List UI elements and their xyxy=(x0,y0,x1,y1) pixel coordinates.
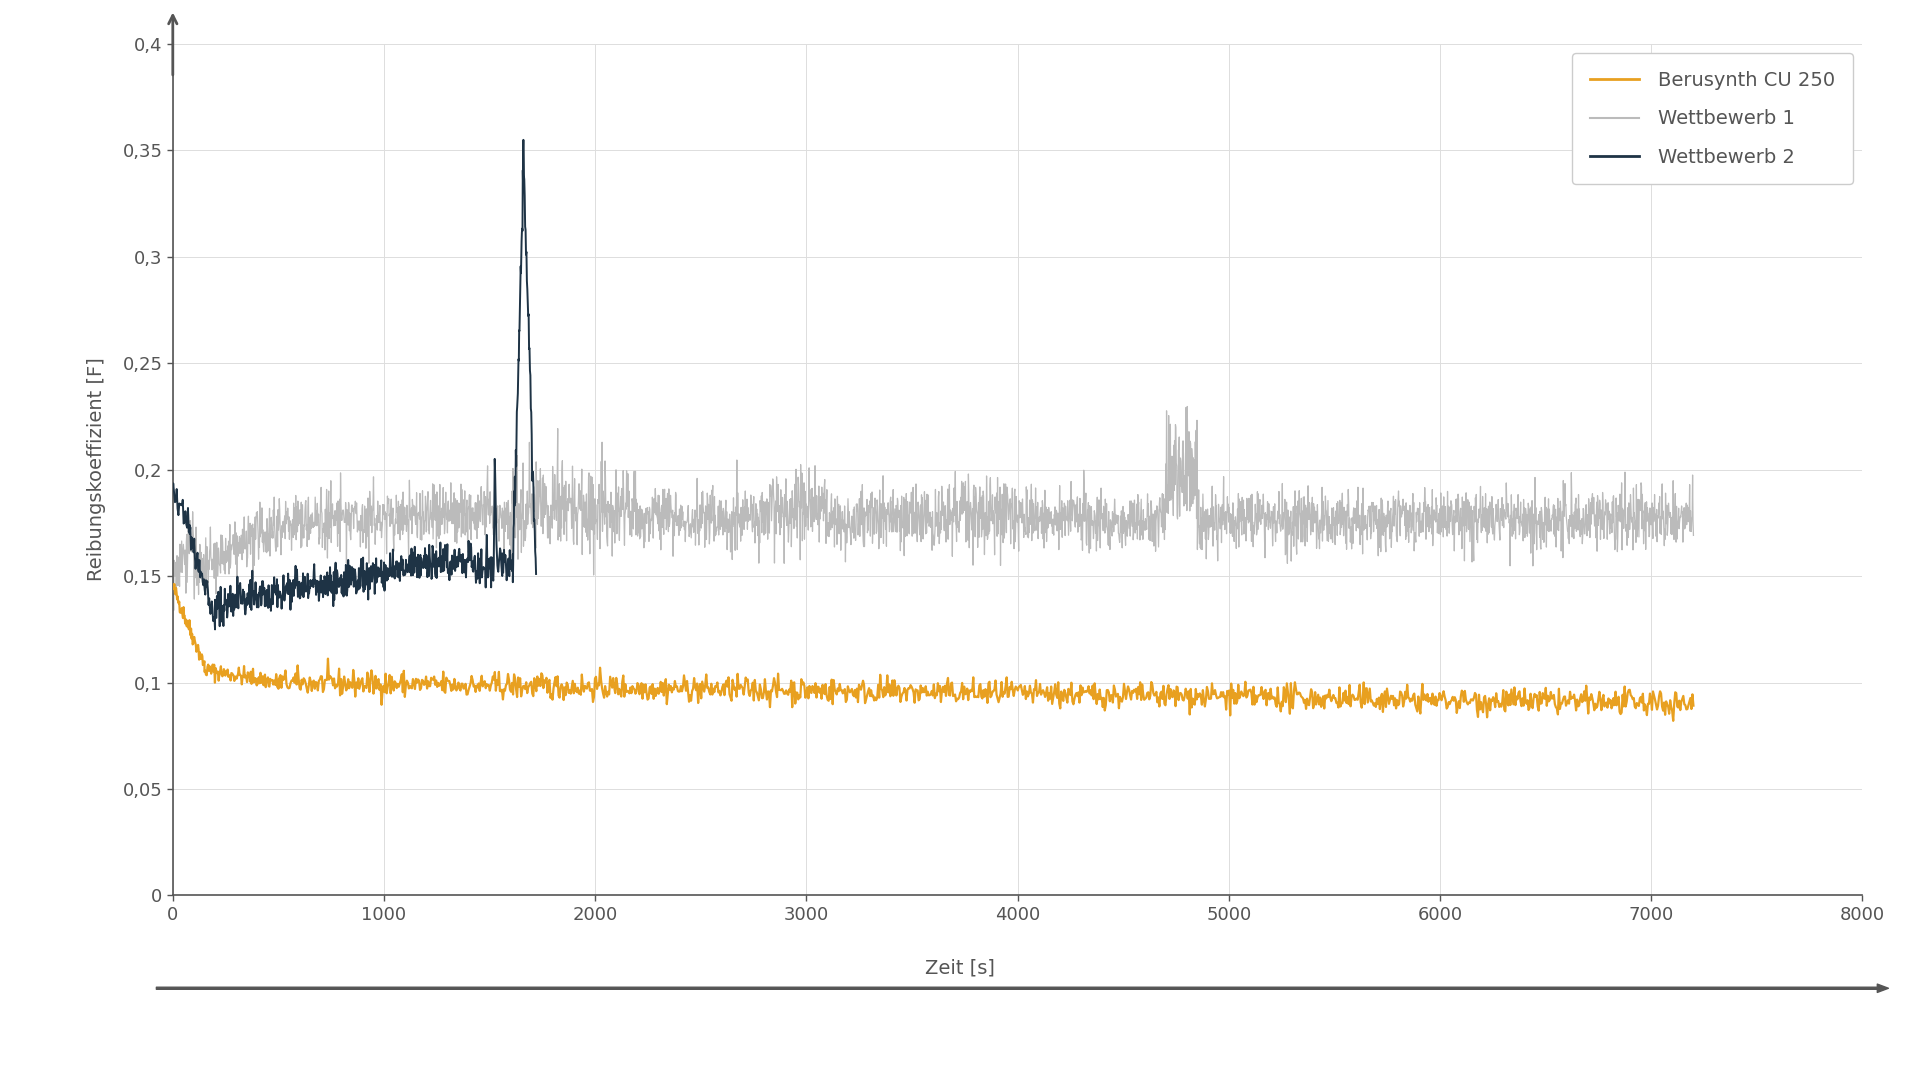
Y-axis label: Reibungskoeffizient [F]: Reibungskoeffizient [F] xyxy=(86,358,106,581)
Line: Wettbewerb 1: Wettbewerb 1 xyxy=(173,406,1693,610)
Wettbewerb 1 xyxy=(1538,517,1561,530)
Wettbewerb 2 xyxy=(476,556,499,569)
Wettbewerb 2 xyxy=(524,568,547,581)
Legend: Berusynth CU 250, Wettbewerb 1, Wettbewerb 2: Berusynth CU 250, Wettbewerb 1, Wettbewe… xyxy=(1572,54,1853,185)
Wettbewerb 2 xyxy=(204,622,227,636)
Berusynth CU 250 xyxy=(499,685,522,698)
Wettbewerb 2 xyxy=(280,580,303,593)
Wettbewerb 2 xyxy=(161,485,184,498)
Line: Wettbewerb 2: Wettbewerb 2 xyxy=(173,140,536,629)
Berusynth CU 250 xyxy=(1058,684,1081,697)
Berusynth CU 250 xyxy=(1509,700,1532,713)
Berusynth CU 250 xyxy=(1599,702,1622,715)
Wettbewerb 2 xyxy=(513,133,536,146)
Wettbewerb 2 xyxy=(501,554,524,567)
Berusynth CU 250 xyxy=(1530,697,1553,710)
Wettbewerb 1 xyxy=(1682,514,1705,527)
Wettbewerb 1 xyxy=(161,604,184,617)
Berusynth CU 250 xyxy=(1682,699,1705,712)
Berusynth CU 250 xyxy=(424,678,447,691)
Wettbewerb 1 xyxy=(586,492,609,506)
Wettbewerb 1 xyxy=(488,535,511,548)
Wettbewerb 1 xyxy=(161,570,184,583)
Wettbewerb 1 xyxy=(1108,533,1131,546)
Berusynth CU 250 xyxy=(161,578,184,591)
Wettbewerb 1 xyxy=(1081,514,1104,527)
Wettbewerb 2 xyxy=(298,581,321,594)
Berusynth CU 250 xyxy=(163,578,186,591)
Wettbewerb 2 xyxy=(282,582,305,595)
Berusynth CU 250 xyxy=(1661,714,1684,727)
Wettbewerb 2 xyxy=(472,560,495,573)
Line: Berusynth CU 250: Berusynth CU 250 xyxy=(173,584,1693,721)
Text: Zeit [s]: Zeit [s] xyxy=(925,959,995,977)
Wettbewerb 1 xyxy=(1175,400,1198,413)
Wettbewerb 1 xyxy=(1682,529,1705,542)
